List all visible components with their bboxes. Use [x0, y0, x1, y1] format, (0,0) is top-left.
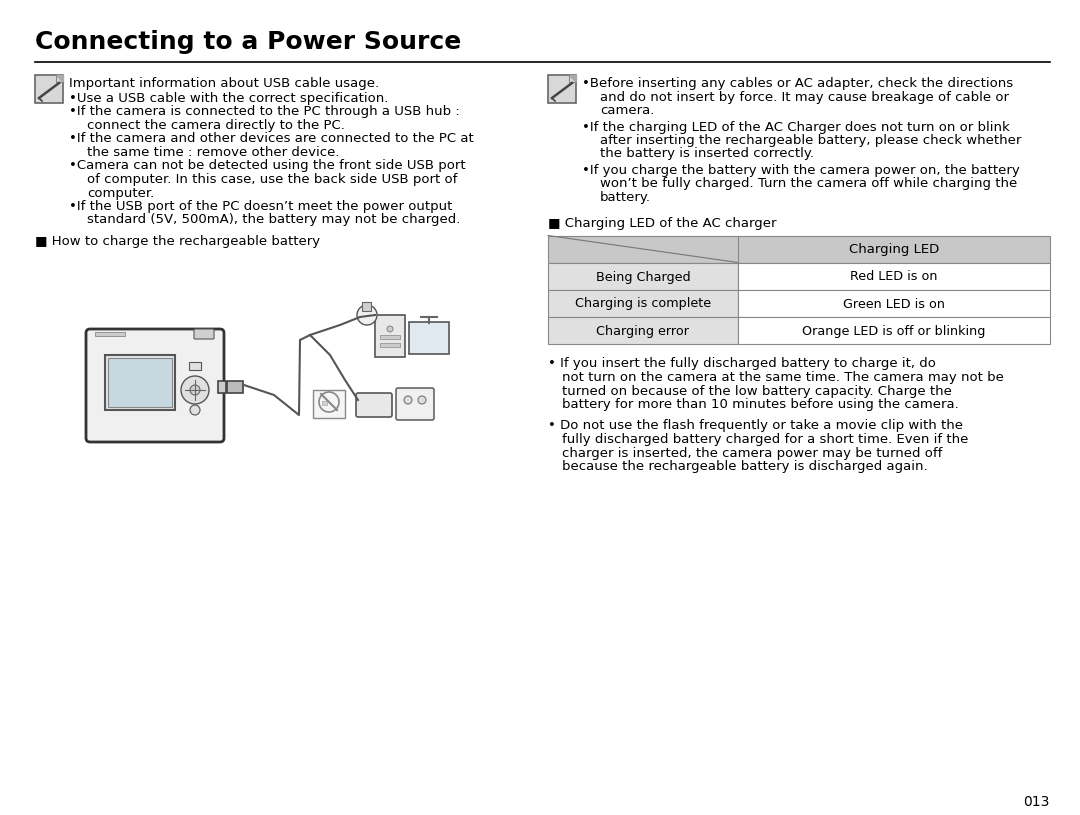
FancyBboxPatch shape — [322, 401, 327, 405]
Text: charger is inserted, the camera power may be turned off: charger is inserted, the camera power ma… — [562, 447, 943, 460]
FancyBboxPatch shape — [409, 322, 449, 354]
Text: computer.: computer. — [87, 187, 154, 200]
Text: and do not insert by force. It may cause breakage of cable or: and do not insert by force. It may cause… — [600, 90, 1009, 104]
Bar — [380, 335, 400, 339]
Text: Charging error: Charging error — [596, 324, 689, 337]
FancyBboxPatch shape — [35, 75, 63, 103]
Bar — [375, 315, 405, 357]
Bar — [548, 262, 738, 289]
Text: 013: 013 — [1024, 795, 1050, 809]
Text: won’t be fully charged. Turn the camera off while charging the: won’t be fully charged. Turn the camera … — [600, 178, 1017, 191]
Bar — [189, 362, 201, 370]
FancyBboxPatch shape — [227, 381, 243, 393]
Bar — [380, 343, 400, 347]
FancyBboxPatch shape — [356, 393, 392, 417]
Text: Charging is complete: Charging is complete — [575, 297, 711, 311]
Bar — [738, 289, 1050, 316]
Text: Being Charged: Being Charged — [596, 271, 690, 284]
Text: Connecting to a Power Source: Connecting to a Power Source — [35, 30, 461, 54]
Text: ■ How to charge the rechargeable battery: ■ How to charge the rechargeable battery — [35, 235, 320, 248]
Text: the battery is inserted correctly.: the battery is inserted correctly. — [600, 148, 814, 161]
Text: fully discharged battery charged for a short time. Even if the: fully discharged battery charged for a s… — [562, 433, 969, 446]
Text: battery.: battery. — [600, 191, 651, 204]
Bar — [548, 289, 738, 316]
Circle shape — [418, 396, 426, 404]
FancyBboxPatch shape — [194, 329, 214, 339]
FancyBboxPatch shape — [362, 302, 370, 311]
Text: camera.: camera. — [600, 104, 654, 117]
Bar — [105, 355, 175, 410]
Text: after inserting the rechargeable battery, please check whether: after inserting the rechargeable battery… — [600, 134, 1022, 147]
Bar — [218, 381, 226, 393]
Text: •Use a USB cable with the correct specification.: •Use a USB cable with the correct specif… — [69, 92, 389, 105]
Text: •Before inserting any cables or AC adapter, check the directions: •Before inserting any cables or AC adapt… — [582, 77, 1013, 90]
Bar — [313, 390, 345, 418]
Circle shape — [387, 326, 393, 332]
Text: •If the USB port of the PC doesn’t meet the power output: •If the USB port of the PC doesn’t meet … — [69, 200, 453, 213]
Bar — [108, 358, 172, 407]
Text: standard (5V, 500mA), the battery may not be charged.: standard (5V, 500mA), the battery may no… — [87, 214, 460, 227]
Text: • Do not use the flash frequently or take a movie clip with the: • Do not use the flash frequently or tak… — [548, 420, 963, 433]
Circle shape — [357, 305, 377, 325]
FancyBboxPatch shape — [86, 329, 224, 442]
Text: Charging LED: Charging LED — [849, 244, 940, 257]
Text: the same time : remove other device.: the same time : remove other device. — [87, 146, 339, 159]
Text: ■ Charging LED of the AC charger: ■ Charging LED of the AC charger — [548, 218, 777, 231]
Text: Green LED is on: Green LED is on — [843, 297, 945, 311]
Text: •If the camera is connected to the PC through a USB hub :: •If the camera is connected to the PC th… — [69, 105, 460, 118]
Circle shape — [190, 385, 200, 395]
FancyBboxPatch shape — [396, 388, 434, 420]
Text: because the rechargeable battery is discharged again.: because the rechargeable battery is disc… — [562, 460, 928, 473]
Text: Important information about USB cable usage.: Important information about USB cable us… — [69, 77, 379, 90]
FancyBboxPatch shape — [548, 75, 576, 103]
Circle shape — [190, 405, 200, 415]
Polygon shape — [56, 75, 63, 82]
Bar — [95, 332, 125, 336]
Text: connect the camera directly to the PC.: connect the camera directly to the PC. — [87, 119, 345, 132]
Text: turned on because of the low battery capacity. Charge the: turned on because of the low battery cap… — [562, 385, 951, 398]
Text: •If you charge the battery with the camera power on, the battery: •If you charge the battery with the came… — [582, 164, 1020, 177]
Text: of computer. In this case, use the back side USB port of: of computer. In this case, use the back … — [87, 173, 457, 186]
Text: •If the charging LED of the AC Charger does not turn on or blink: •If the charging LED of the AC Charger d… — [582, 121, 1010, 134]
Text: Orange LED is off or blinking: Orange LED is off or blinking — [802, 324, 986, 337]
Text: •If the camera and other devices are connected to the PC at: •If the camera and other devices are con… — [69, 133, 474, 146]
Bar — [548, 236, 1050, 262]
Text: not turn on the camera at the same time. The camera may not be: not turn on the camera at the same time.… — [562, 371, 1004, 384]
Bar — [738, 262, 1050, 289]
Polygon shape — [569, 75, 576, 82]
Text: • If you insert the fully discharged battery to charge it, do: • If you insert the fully discharged bat… — [548, 358, 936, 371]
Circle shape — [181, 376, 210, 404]
Bar — [548, 316, 738, 343]
Text: battery for more than 10 minutes before using the camera.: battery for more than 10 minutes before … — [562, 398, 959, 411]
Text: Red LED is on: Red LED is on — [850, 271, 937, 284]
Circle shape — [404, 396, 411, 404]
Text: •Camera can not be detected using the front side USB port: •Camera can not be detected using the fr… — [69, 160, 465, 173]
Bar — [738, 316, 1050, 343]
